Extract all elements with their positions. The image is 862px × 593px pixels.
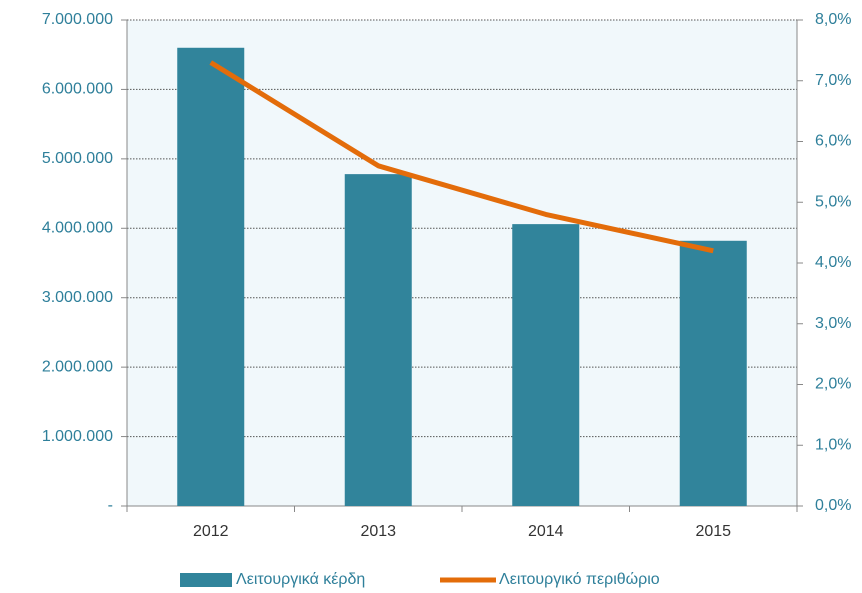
x-tick-label: 2012 <box>193 523 229 540</box>
y-tick-label: 5.000.000 <box>42 150 113 167</box>
y2-tick-label: 7,0% <box>815 72 851 89</box>
line <box>209 60 714 254</box>
y2-tick-label: 8,0% <box>815 11 851 28</box>
y2-tick-label: 1,0% <box>815 436 851 453</box>
x-tick-label: 2014 <box>528 523 564 540</box>
bar <box>512 224 580 506</box>
bar <box>344 174 412 507</box>
y-tick-label: 6.000.000 <box>42 81 113 98</box>
legend-label: Λειτουργικό περιθώριο <box>499 571 660 588</box>
y-tick-label: 7.000.000 <box>42 11 113 28</box>
bar <box>679 240 747 507</box>
y2-tick-label: 6,0% <box>815 133 851 150</box>
bar <box>177 47 245 507</box>
y-tick-label: - <box>108 497 113 514</box>
y-tick-label: 3.000.000 <box>42 289 113 306</box>
legend-label: Λειτουργικά κέρδη <box>236 571 365 588</box>
x-tick-label: 2013 <box>360 523 396 540</box>
legend-swatch <box>180 573 232 587</box>
y2-tick-label: 4,0% <box>815 254 851 271</box>
y2-tick-label: 3,0% <box>815 315 851 332</box>
y-tick-label: 4.000.000 <box>42 220 113 237</box>
y2-tick-label: 2,0% <box>815 376 851 393</box>
y-tick-label: 1.000.000 <box>42 428 113 445</box>
y2-tick-label: 0,0% <box>815 497 851 514</box>
y2-tick-label: 5,0% <box>815 193 851 210</box>
x-tick-label: 2015 <box>695 523 731 540</box>
y-tick-label: 2.000.000 <box>42 358 113 375</box>
